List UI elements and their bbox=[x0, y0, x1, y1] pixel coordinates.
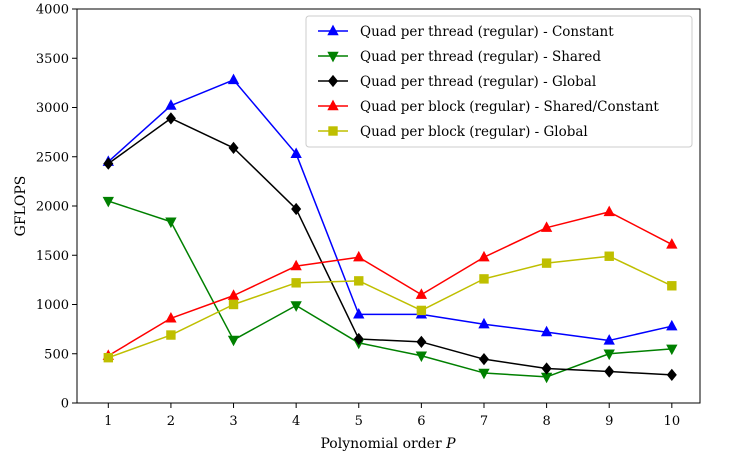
data-point bbox=[416, 335, 427, 349]
data-point bbox=[353, 250, 365, 262]
series-markers bbox=[102, 73, 678, 384]
data-point bbox=[354, 276, 364, 286]
data-point bbox=[666, 319, 678, 331]
data-point bbox=[353, 308, 365, 319]
series-line-4 bbox=[107, 211, 673, 357]
data-point bbox=[227, 73, 240, 85]
data-point bbox=[666, 368, 677, 382]
data-point bbox=[165, 311, 177, 323]
data-point bbox=[291, 278, 301, 288]
legend-marker bbox=[327, 74, 339, 88]
series-line-5 bbox=[108, 255, 673, 359]
data-point bbox=[102, 196, 114, 208]
data-point bbox=[478, 368, 490, 380]
data-point bbox=[227, 335, 240, 347]
y-tick-label: 0 bbox=[61, 397, 69, 412]
data-point bbox=[290, 147, 302, 158]
data-point bbox=[228, 141, 239, 155]
data-point bbox=[416, 305, 427, 316]
data-point bbox=[165, 99, 177, 110]
data-point bbox=[103, 157, 114, 170]
x-tick-label: 2 bbox=[167, 414, 175, 429]
legend-marker bbox=[327, 24, 339, 36]
data-point bbox=[603, 349, 615, 361]
x-tick-label: 4 bbox=[292, 414, 300, 429]
legend-box bbox=[305, 15, 693, 148]
data-point bbox=[541, 258, 552, 268]
series-lines bbox=[107, 79, 673, 378]
legend: Quad per thread (regular) - Constant Quad… bbox=[305, 15, 693, 148]
legend-marker bbox=[328, 126, 338, 136]
x-tick-label: 10 bbox=[664, 414, 681, 429]
legend-marker bbox=[327, 51, 339, 63]
legend-label: Quad per thread (regular) - Global bbox=[360, 74, 596, 90]
data-point bbox=[291, 202, 302, 216]
data-point bbox=[415, 288, 428, 299]
series-line-2 bbox=[108, 200, 672, 378]
data-point bbox=[165, 217, 177, 229]
y-tick-label: 500 bbox=[44, 347, 69, 362]
data-point bbox=[415, 351, 428, 363]
data-point bbox=[604, 365, 615, 378]
y-tick-label: 2000 bbox=[36, 200, 69, 215]
legend-label: Quad per thread (regular) - Shared bbox=[360, 49, 601, 65]
data-point bbox=[478, 353, 490, 366]
data-point bbox=[666, 238, 678, 249]
series-line-1 bbox=[107, 79, 672, 342]
legend-entries: Quad per thread (regular) - Constant Quad… bbox=[318, 24, 659, 140]
data-point bbox=[165, 112, 176, 125]
x-tick-label: 3 bbox=[229, 414, 237, 429]
data-point bbox=[353, 332, 364, 346]
data-point bbox=[667, 281, 677, 291]
legend-label: Quad per block (regular) - Shared/Consta… bbox=[360, 99, 659, 115]
data-point bbox=[290, 259, 302, 271]
legend-marker bbox=[327, 99, 339, 111]
data-point bbox=[103, 352, 114, 363]
data-point bbox=[604, 251, 614, 261]
y-axis-label: GFLOPS bbox=[13, 176, 29, 237]
data-point bbox=[227, 289, 240, 300]
data-point bbox=[478, 250, 490, 262]
y-tick-label: 1000 bbox=[36, 298, 69, 313]
data-point bbox=[478, 317, 490, 329]
x-axis-label-variable: P bbox=[445, 436, 456, 452]
x-tick-label: 1 bbox=[104, 414, 112, 429]
x-axis: 1 2 3 4 5 6 7 8 9 10 bbox=[104, 403, 680, 429]
legend-label: Quad per thread (regular) - Constant bbox=[360, 24, 614, 40]
x-tick-label: 5 bbox=[355, 414, 363, 429]
data-point bbox=[166, 330, 176, 340]
data-point bbox=[228, 299, 239, 310]
legend-label: Quad per block (regular) - Global bbox=[360, 124, 588, 140]
y-tick-label: 2500 bbox=[36, 150, 69, 165]
data-point bbox=[540, 325, 553, 337]
x-tick-label: 9 bbox=[605, 414, 613, 429]
data-point bbox=[540, 221, 553, 232]
y-tick-label: 1500 bbox=[36, 249, 69, 264]
data-point bbox=[541, 362, 552, 375]
data-point bbox=[290, 301, 302, 312]
y-tick-label: 4000 bbox=[36, 3, 69, 18]
data-point bbox=[603, 334, 615, 345]
data-point bbox=[603, 205, 615, 217]
series-line-3 bbox=[107, 117, 672, 376]
y-axis: 0 500 1000 1500 2000 2500 3000 3500 4000 bbox=[36, 3, 77, 412]
data-point bbox=[479, 274, 489, 284]
data-point bbox=[666, 344, 678, 356]
x-axis-label: Polynomial order P bbox=[320, 436, 456, 452]
x-tick-label: 8 bbox=[542, 414, 550, 429]
y-tick-label: 3500 bbox=[36, 52, 69, 67]
x-tick-label: 7 bbox=[480, 414, 488, 429]
x-axis-label-text: Polynomial order bbox=[320, 436, 442, 452]
x-tick-label: 6 bbox=[417, 414, 425, 429]
y-tick-label: 3000 bbox=[36, 101, 69, 116]
